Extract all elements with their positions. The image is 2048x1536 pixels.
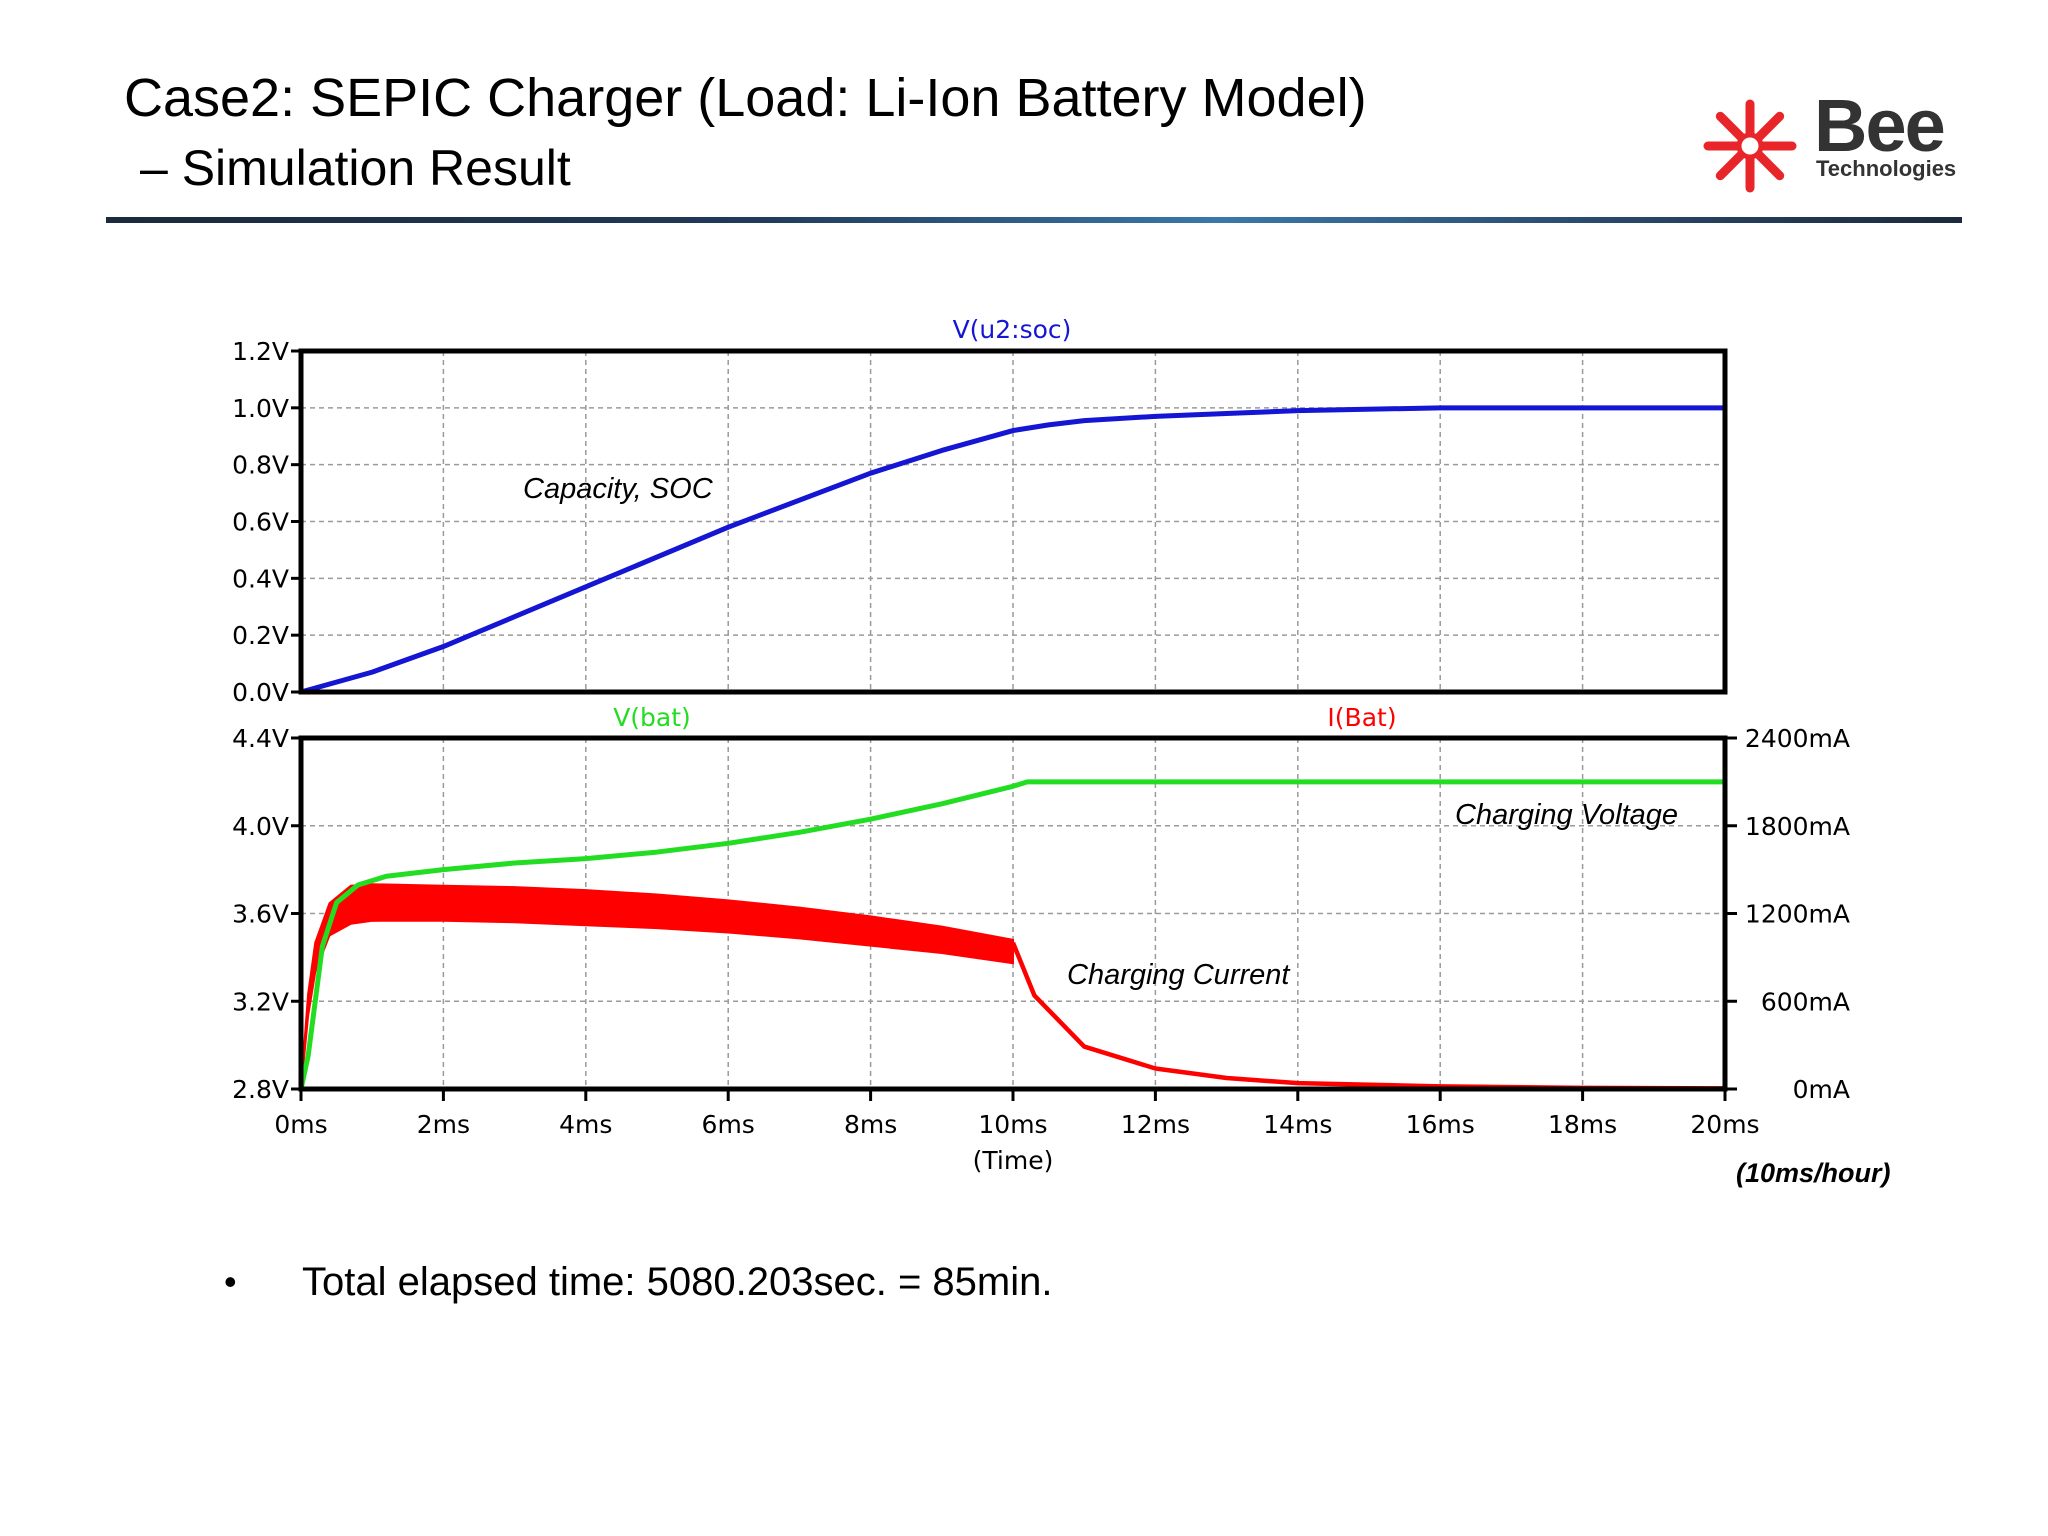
y-left-tick-label: 2.8V: [232, 1075, 289, 1104]
y-tick-label: 0.8V: [232, 451, 289, 480]
x-tick-label: 0ms: [274, 1110, 327, 1139]
x-tick-label: 12ms: [1121, 1110, 1190, 1139]
y-right-tick-label: 2400mA: [1745, 724, 1850, 753]
x-tick-label: 20ms: [1690, 1110, 1759, 1139]
y-tick-label: 0.2V: [232, 621, 289, 650]
ibat-trace-label: I(Bat): [1327, 703, 1396, 732]
logo-core: [1736, 132, 1764, 160]
bullet-marker: •: [224, 1261, 237, 1302]
slide-subtitle: – Simulation Result: [140, 140, 571, 196]
red-star-burst-icon: [1703, 99, 1797, 193]
soc-series-line: [300, 405, 1725, 695]
y-left-tick-label: 4.0V: [232, 812, 289, 841]
voltage-series-line: [298, 779, 1725, 1090]
logo-ray: [1715, 111, 1747, 143]
x-tick-label: 8ms: [844, 1110, 897, 1139]
current-ripple-band: [300, 883, 1014, 1090]
y-right-tick-label: 1200mA: [1745, 900, 1850, 929]
x-tick-label: 18ms: [1548, 1110, 1617, 1139]
x-tick-label: 14ms: [1263, 1110, 1332, 1139]
voltage-annotation: Charging Voltage: [1455, 799, 1678, 831]
x-tick-label: 2ms: [417, 1110, 470, 1139]
y-right-tick-label: 0mA: [1793, 1075, 1850, 1104]
y-tick-label: 0.0V: [232, 678, 289, 707]
title-divider: [106, 217, 1962, 223]
y-left-tick-label: 4.4V: [232, 724, 289, 753]
y-left-tick-label: 3.6V: [232, 900, 289, 929]
logo-ray: [1715, 149, 1747, 181]
y-tick-label: 1.2V: [232, 337, 289, 366]
top-plot-frame: [298, 348, 1728, 695]
soc-trace-label: V(u2:soc): [953, 315, 1072, 344]
y-tick-label: 1.0V: [232, 394, 289, 423]
y-tick-label: 0.4V: [232, 564, 289, 593]
slide-title: Case2: SEPIC Charger (Load: Li-Ion Batte…: [124, 68, 1367, 128]
company-logo: Bee Technologies: [1700, 86, 1960, 196]
x-tick-label: 6ms: [702, 1110, 755, 1139]
y-right-tick-label: 1800mA: [1745, 812, 1850, 841]
battery-plot: 2.8V 3.2V 3.6V 4.0V 4.4V 0mA 600mA 1200mA 1800mA…: [232, 703, 1890, 1188]
y-right-tick-label: 600mA: [1761, 987, 1850, 1016]
logo-ray: [1753, 149, 1785, 181]
y-tick-label: 0.6V: [232, 508, 289, 537]
soc-annotation: Capacity, SOC: [523, 473, 714, 505]
x-tick-label: 10ms: [978, 1110, 1047, 1139]
logo-ray: [1753, 111, 1785, 143]
soc-plot: 0.0V 0.2V 0.4V 0.6V 0.8V 1.0V 1.2V V(u2:soc) Cap…: [232, 315, 1728, 707]
y-left-tick-label: 3.2V: [232, 987, 289, 1016]
time-scale-note: (10ms/hour): [1736, 1158, 1891, 1188]
current-annotation: Charging Current: [1067, 959, 1291, 991]
vbat-trace-label: V(bat): [613, 703, 691, 732]
x-axis-label: (Time): [973, 1146, 1054, 1175]
elapsed-time-note: Total elapsed time: 5080.203sec. = 85min…: [302, 1260, 1053, 1304]
bottom-plot-frame: [298, 735, 1728, 1092]
x-tick-label: 16ms: [1406, 1110, 1475, 1139]
x-tick-label: 4ms: [559, 1110, 612, 1139]
simulation-chart: 0.0V 0.2V 0.4V 0.6V 0.8V 1.0V 1.2V V(u2:soc) Cap…: [232, 315, 1890, 1188]
logo-subtitle: Technologies: [1816, 156, 1957, 181]
logo-wordmark: Bee: [1814, 84, 1946, 167]
